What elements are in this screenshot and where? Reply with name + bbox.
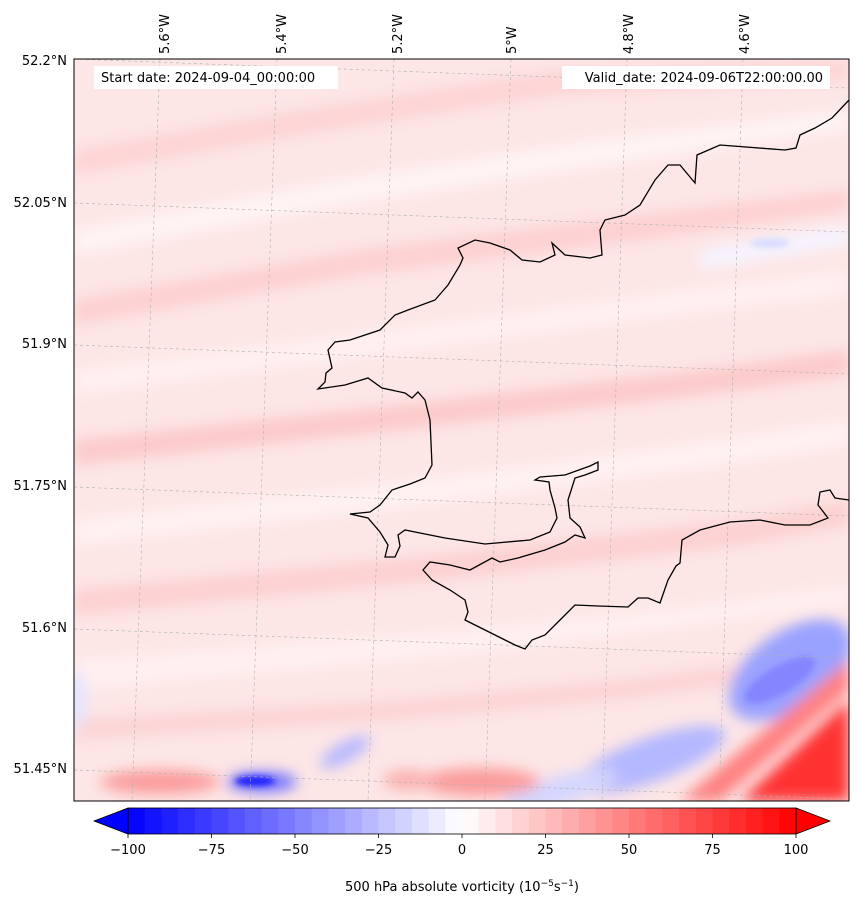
lat-label: 52.2°N (22, 54, 67, 69)
colorbar-cell (595, 808, 613, 834)
colorbar-tick-label: 100 (784, 843, 809, 858)
colorbar-cell (462, 808, 480, 834)
colorbar-cell (128, 808, 146, 834)
colorbar-cell (612, 808, 630, 834)
colorbar-cell (378, 808, 396, 834)
colorbar-cell (211, 808, 229, 834)
colorbar-cell (528, 808, 547, 834)
colorbar-cell (695, 808, 714, 834)
lat-label: 51.9°N (22, 337, 67, 352)
colorbar-tick-label: 75 (704, 843, 721, 858)
colorbar-cell (679, 808, 697, 834)
colorbar-cell (512, 808, 530, 834)
colorbar-cell (712, 808, 730, 834)
colorbar-tick-label: −50 (281, 843, 308, 858)
plot-frame (73, 58, 850, 802)
lon-label: 5°W (505, 26, 520, 54)
lon-label: 4.8°W (622, 14, 637, 54)
colorbar-cell (445, 808, 463, 834)
colorbar-cell (729, 808, 747, 834)
start-date-label: Start date: 2024-09-04_00:00:00 (101, 71, 315, 86)
colorbar-cell (345, 808, 363, 834)
colorbar-cell (261, 808, 279, 834)
colorbar-cell (244, 808, 263, 834)
coastline (316, 99, 849, 650)
colorbar-cells (128, 808, 797, 834)
lat-label: 51.6°N (22, 621, 67, 636)
colorbar-cell (328, 808, 346, 834)
colorbar-cell (578, 808, 597, 834)
colorbar: −100 −75 −50 −25 0 25 50 75 100 500 hPa absolute… (92, 807, 832, 895)
latitude-labels: 52.2°N 52.05°N 51.9°N 51.75°N 51.6°N 51.… (14, 54, 67, 777)
colorbar-tick-label: 25 (537, 843, 554, 858)
colorbar-cell (562, 808, 580, 834)
colorbar-tick-label: 50 (621, 843, 638, 858)
colorbar-ticks: −100 −75 −50 −25 0 25 50 75 100 (110, 834, 808, 858)
longitude-labels: 5.6°W 5.4°W 5.2°W 5°W 4.8°W 4.6°W (158, 14, 753, 54)
colorbar-cell (478, 808, 496, 834)
colorbar-cell (645, 808, 663, 834)
colorbar-cell (545, 808, 563, 834)
colorbar-cell (278, 808, 296, 834)
colorbar-cell (144, 808, 162, 834)
colorbar-label: 500 hPa absolute vorticity (10−5s−1) (345, 879, 579, 895)
colorbar-cell (762, 808, 780, 834)
lat-label: 51.75°N (14, 479, 67, 494)
lon-label: 5.2°W (391, 14, 406, 54)
colorbar-cell (161, 808, 179, 834)
colorbar-cell (194, 808, 213, 834)
colorbar-cell (779, 808, 797, 834)
colorbar-cell (395, 808, 413, 834)
valid-date-label: Valid_date: 2024-09-06T22:00:00.00 (585, 71, 823, 86)
colorbar-cell (178, 808, 196, 834)
colorbar-tick-label: 0 (458, 843, 466, 858)
colorbar-tick-label: −25 (365, 843, 392, 858)
colorbar-cell (495, 808, 513, 834)
lon-label: 4.6°W (738, 14, 753, 54)
start-date-box (94, 66, 338, 89)
colorbar-cell (428, 808, 446, 834)
colorbar-cell (228, 808, 246, 834)
vorticity-field: Start date: 2024-09-04_00:00:00 Valid_da… (74, 59, 849, 801)
colorbar-cell (411, 808, 430, 834)
colorbar-cell (311, 808, 329, 834)
lat-label: 52.05°N (14, 196, 67, 211)
colorbar-min-extend (92, 807, 129, 835)
colorbar-tick-label: −100 (110, 843, 146, 858)
colorbar-cell (295, 808, 313, 834)
lon-label: 5.4°W (275, 14, 290, 54)
graticule (74, 59, 849, 801)
colorbar-tick-label: −75 (198, 843, 225, 858)
valid-date-box (562, 66, 830, 89)
lat-label: 51.45°N (14, 762, 67, 777)
colorbar-cell (662, 808, 680, 834)
colorbar-cell (629, 808, 647, 834)
colorbar-max-extend (795, 807, 832, 835)
colorbar-cell (361, 808, 380, 834)
lon-label: 5.6°W (158, 14, 173, 54)
colorbar-cell (745, 808, 764, 834)
